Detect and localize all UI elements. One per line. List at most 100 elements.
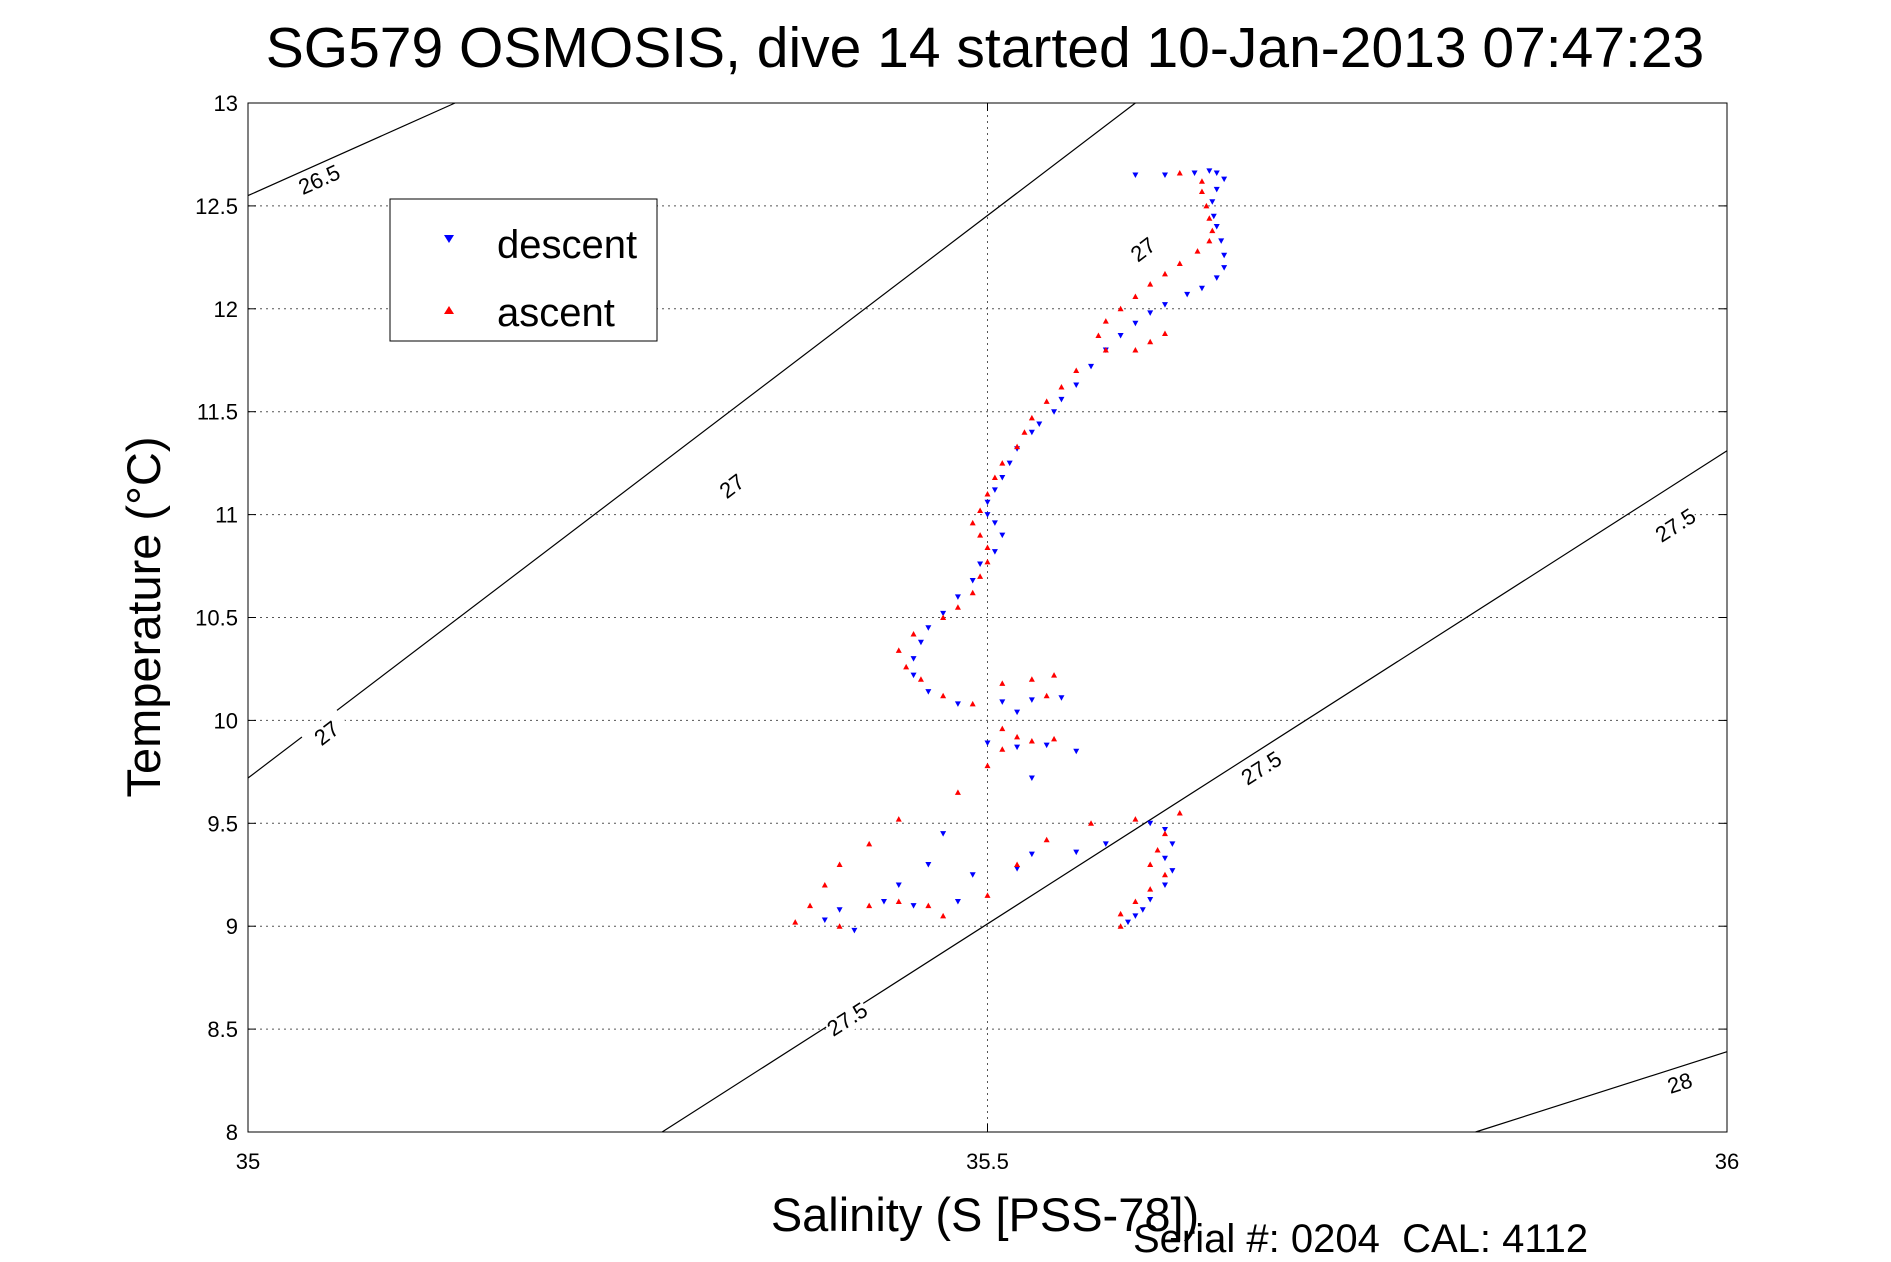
descent-point [1036,421,1043,428]
descent-point [1198,285,1205,292]
descent-point [940,831,947,837]
ascent-point [999,460,1006,466]
ascent-point [1206,215,1213,221]
descent-point [851,927,858,934]
descent-point [999,475,1006,481]
descent-point [954,594,961,600]
y-tick-label: 12.5 [195,194,238,219]
ascent-point [940,614,947,620]
descent-point [925,689,932,695]
ascent-point [821,882,828,888]
ascent-point [940,692,947,699]
descent-point [1088,363,1095,370]
ascent-point [836,861,843,867]
contour-label-bg [706,462,758,510]
ascent-point [977,507,984,513]
ascent-point [1161,330,1168,336]
y-tick-label: 9.5 [207,811,238,836]
ascent-point [1028,414,1035,421]
ascent-point [1209,227,1216,234]
ascent-point [954,789,961,795]
ascent-point [1194,248,1201,254]
ascent-point [1021,429,1028,435]
ascent-point [1161,270,1168,277]
ascent-point [984,491,991,497]
descent-point [1028,851,1035,858]
descent-point [1014,744,1021,751]
descent-point [1028,429,1035,436]
descent-point [1051,409,1058,415]
descent-point [1206,168,1213,174]
ascent-point [1102,318,1109,324]
ascent-point [792,919,799,925]
ascent-point [969,519,976,526]
y-tick-label: 12 [214,297,238,322]
descent-point [1125,919,1132,926]
descent-point [910,672,917,679]
descent-point [1161,882,1168,889]
ascent-point [1198,178,1205,184]
ascent-point [999,746,1006,752]
descent-point [1210,213,1217,220]
descent-point [954,899,961,905]
ascent-point [1161,871,1168,878]
descent-point [1213,186,1220,193]
ascent-point [1132,293,1139,299]
ascent-point [1051,735,1058,742]
descent-point [1209,199,1216,205]
descent-point [984,512,991,518]
ascent-point [1206,237,1213,244]
descent-point [977,561,984,567]
ascent-point [991,474,998,481]
descent-point [1213,170,1220,176]
ascent-point [866,902,873,909]
ascent-point [1161,830,1168,837]
descent-point [984,740,991,747]
ascent-point [1014,443,1021,450]
ascent-point [1028,676,1035,682]
contour-line-26-5 [247,102,456,197]
ascent-point [1176,169,1183,176]
descent-point [910,903,917,909]
descent-point [954,701,961,707]
contour-label-bg [821,996,873,1042]
legend: descent ascent [389,198,658,342]
ascent-point [969,700,976,707]
ascent-point [917,676,924,682]
contour-label-bg [1649,502,1701,548]
descent-point [1073,849,1080,856]
descent-point [1191,170,1198,176]
y-tick-label: 11.5 [197,400,238,425]
ascent-point [910,630,917,637]
descent-point [1218,238,1225,244]
descent-point [1043,742,1050,749]
descent-point [1058,695,1065,701]
ascent-point [954,604,961,610]
descent-point [1117,333,1124,339]
contour-label-bg [1235,744,1287,791]
contour-label-bg [1117,225,1169,273]
contour-label-bg [1654,1063,1705,1102]
ascent-point [940,912,947,919]
ascent-point [969,589,976,596]
descent-point [991,487,998,493]
ascent-point [895,816,902,822]
serial-cal-footer: Serial #: 0204 CAL: 4112 [1133,1217,1588,1261]
descent-point [991,549,998,555]
legend-descent-marker [444,235,454,243]
ascent-point [1058,384,1065,390]
y-axis-label: Temperature (°C) [117,437,170,798]
ascent-point [1198,188,1205,194]
descent-point [1147,896,1154,903]
descent-point [1161,302,1168,308]
ascent-point [1028,737,1035,744]
ascent-point [1132,898,1139,905]
ascent-point [1014,861,1021,867]
descent-point [1213,223,1220,230]
x-tick-label: 36 [1715,1149,1739,1174]
y-tick-label: 8.5 [207,1017,238,1042]
y-tick-label: 9 [226,914,238,939]
descent-point [1132,172,1139,179]
y-tick-label: 8 [226,1120,238,1145]
descent-point [1014,709,1021,716]
